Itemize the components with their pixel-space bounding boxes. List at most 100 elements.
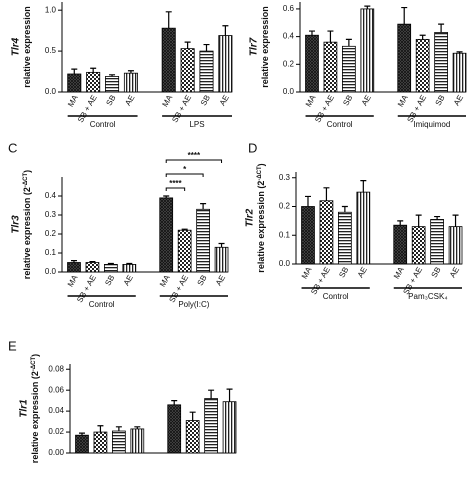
y-axis-label: relative expression (2-ΔCT) — [22, 170, 32, 279]
bar — [301, 206, 315, 265]
x-tick-label: SB — [196, 274, 209, 288]
bar — [434, 32, 448, 93]
bar — [360, 8, 375, 93]
x-tick-label: MA — [304, 93, 318, 108]
y-tick-label: 0.5 — [45, 46, 57, 55]
error-bar — [401, 6, 408, 25]
x-tick-label: SB — [430, 266, 443, 280]
y-tick-label: 0.0 — [45, 267, 57, 276]
bar — [305, 34, 319, 93]
y-tick-label: 0.06 — [48, 385, 64, 394]
y-tick-label: 0.2 — [45, 229, 57, 238]
bar — [415, 38, 430, 93]
significance-label: **** — [188, 151, 201, 160]
error-bar — [107, 262, 114, 265]
x-tick-label: SB — [104, 94, 117, 108]
gene-label: Tlr7 — [249, 37, 260, 56]
group-label: Control — [323, 292, 349, 301]
y-axis-label-part: ) — [30, 354, 40, 357]
group-label: Control — [89, 300, 115, 309]
error-bar — [70, 260, 77, 263]
x-tick-label: AE — [356, 266, 369, 280]
x-tick-label: AE — [123, 94, 136, 108]
bar — [204, 398, 218, 454]
bar — [177, 229, 192, 273]
x-tick-label: AE — [452, 94, 465, 108]
bar — [323, 41, 338, 93]
y-tick-label: 0.1 — [45, 248, 57, 257]
error-bar — [438, 23, 445, 33]
bar — [85, 262, 100, 273]
y-axis-label: relative expression — [22, 6, 32, 88]
bar — [342, 45, 356, 93]
bar — [356, 191, 371, 265]
significance-label: * — [183, 165, 187, 174]
bar — [104, 263, 118, 273]
error-bar — [397, 220, 404, 226]
y-axis-label-part: relative expression (2 — [22, 187, 32, 279]
bar — [86, 71, 101, 93]
y-tick-label: 0.0 — [45, 87, 57, 96]
bar — [130, 428, 145, 454]
y-tick-label: 0.4 — [45, 191, 57, 200]
error-bar — [97, 425, 104, 433]
error-bar — [222, 25, 229, 36]
significance-label: **** — [169, 179, 182, 188]
bar — [167, 404, 182, 454]
bar — [161, 27, 176, 93]
error-bar — [171, 400, 178, 405]
bar — [180, 48, 195, 93]
panel-label: D — [248, 140, 257, 155]
error-bar — [200, 203, 207, 210]
y-tick-label: 0.1 — [279, 230, 291, 239]
y-axis-label-part: -ΔCT — [31, 356, 37, 371]
error-bar — [189, 411, 196, 421]
gene-label: Tlr4 — [11, 37, 22, 56]
error-bar — [115, 426, 122, 432]
panel-label: C — [8, 140, 17, 155]
bar — [122, 263, 137, 273]
y-tick-label: 0.02 — [48, 427, 64, 436]
error-bar — [163, 195, 170, 198]
bar — [67, 73, 82, 93]
x-tick-label: MA — [396, 93, 410, 108]
error-bar — [126, 262, 133, 265]
bar — [196, 208, 210, 273]
y-axis-label-part: relative expression — [22, 6, 32, 88]
error-bar — [345, 38, 352, 47]
error-bar — [226, 388, 233, 402]
error-bar — [89, 260, 96, 263]
x-tick-label: MA — [66, 93, 80, 108]
error-bar — [109, 74, 116, 77]
error-bar — [452, 214, 459, 227]
bar — [93, 431, 108, 454]
error-bar — [323, 187, 330, 201]
bar — [218, 35, 233, 93]
y-axis-label-part: ) — [256, 163, 266, 166]
y-tick-label: 0.0 — [283, 87, 295, 96]
y-axis-label-part: relative expression (2 — [30, 371, 40, 463]
significance-bracket — [165, 187, 186, 191]
bar — [75, 434, 89, 454]
x-tick-label: MA — [158, 273, 172, 288]
error-bar — [71, 68, 78, 74]
y-axis-label-part: relative expression — [260, 6, 270, 88]
gene-label: Tlr1 — [19, 399, 30, 418]
bar — [214, 246, 229, 273]
error-bar — [364, 5, 371, 9]
error-bar — [308, 30, 315, 36]
x-tick-label: SB — [103, 274, 116, 288]
y-tick-label: 0.6 — [283, 4, 295, 13]
error-bar — [434, 215, 441, 220]
y-tick-label: 0.08 — [48, 364, 64, 373]
x-tick-label: AE — [218, 94, 231, 108]
y-tick-label: 1.0 — [45, 5, 57, 14]
significance-bracket — [165, 173, 204, 177]
y-tick-label: 0.2 — [279, 202, 291, 211]
x-tick-label: MA — [300, 265, 314, 280]
bar — [123, 72, 138, 93]
x-tick-label: AE — [214, 274, 227, 288]
y-tick-label: 0.0 — [279, 259, 291, 268]
error-bar — [134, 426, 141, 429]
x-tick-label: SB — [199, 94, 212, 108]
